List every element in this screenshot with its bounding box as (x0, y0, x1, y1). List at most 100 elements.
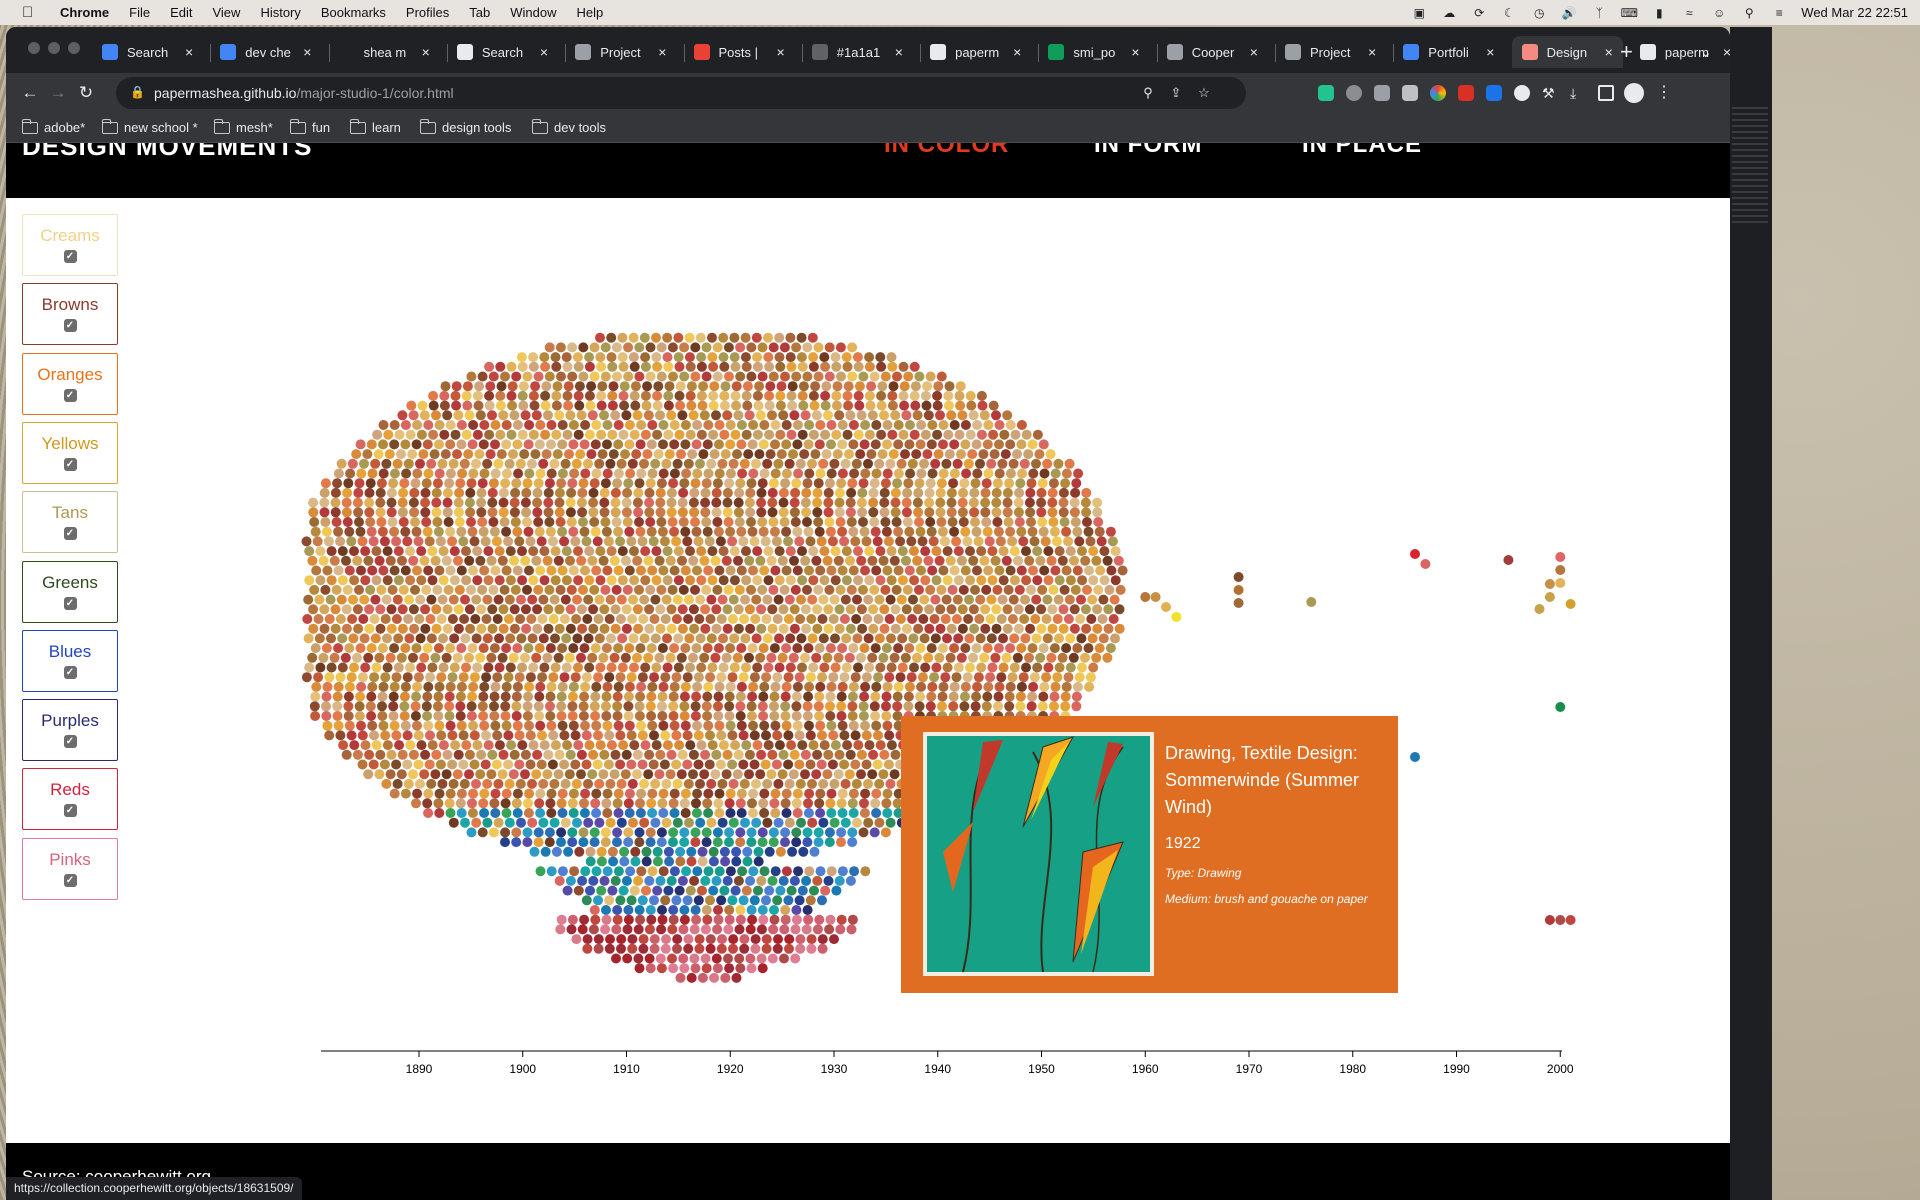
artwork-dot[interactable] (818, 458, 829, 469)
artwork-dot[interactable] (331, 517, 342, 527)
artwork-dot[interactable] (613, 681, 624, 692)
artwork-dot[interactable] (928, 536, 939, 547)
artwork-dot[interactable] (469, 536, 480, 547)
artwork-dot[interactable] (1026, 584, 1036, 595)
artwork-dot[interactable] (774, 662, 785, 673)
artwork-dot[interactable] (449, 662, 460, 673)
artwork-dot[interactable] (728, 817, 739, 828)
artwork-dot[interactable] (747, 914, 758, 925)
artwork-dot[interactable] (903, 371, 914, 382)
artwork-dot[interactable] (496, 381, 507, 392)
artwork-dot[interactable] (773, 934, 783, 945)
artwork-dot[interactable] (778, 487, 789, 498)
artwork-dot[interactable] (629, 575, 640, 586)
artwork-dot[interactable] (972, 420, 983, 430)
artwork-dot[interactable] (498, 604, 509, 615)
artwork-dot[interactable] (600, 584, 611, 595)
artwork-dot[interactable] (1088, 546, 1099, 557)
artwork-dot[interactable] (1075, 614, 1086, 624)
artwork-dot[interactable] (382, 740, 393, 751)
artwork-dot[interactable] (341, 507, 352, 518)
artwork-dot[interactable] (589, 701, 600, 712)
artwork-dot[interactable] (800, 769, 810, 780)
artwork-dot[interactable] (768, 342, 779, 353)
artwork-dot[interactable] (904, 681, 915, 692)
artwork-dot[interactable] (844, 769, 855, 780)
artwork-dot[interactable] (335, 672, 346, 683)
artwork-dot[interactable] (376, 517, 387, 527)
artwork-dot[interactable] (723, 924, 734, 935)
artwork-dot[interactable] (820, 400, 831, 411)
artwork-dot[interactable] (626, 895, 637, 906)
artwork-dot[interactable] (682, 895, 693, 906)
tab-close-icon[interactable]: × (1486, 44, 1495, 60)
outlier-dot[interactable] (1544, 579, 1555, 589)
artwork-dot[interactable] (408, 410, 419, 421)
artwork-dot[interactable] (869, 827, 880, 838)
artwork-dot[interactable] (640, 390, 651, 401)
artwork-dot[interactable] (725, 468, 736, 479)
artwork-dot[interactable] (754, 449, 765, 460)
artwork-dot[interactable] (758, 914, 769, 925)
artwork-dot[interactable] (531, 769, 542, 780)
artwork-dot[interactable] (856, 652, 866, 663)
artwork-dot[interactable] (517, 546, 527, 557)
artwork-dot[interactable] (736, 808, 747, 818)
artwork-dot[interactable] (804, 468, 815, 479)
artwork-dot[interactable] (534, 711, 545, 721)
artwork-dot[interactable] (511, 691, 522, 702)
artwork-dot[interactable] (601, 691, 612, 702)
artwork-dot[interactable] (771, 536, 782, 547)
artwork-dot[interactable] (741, 740, 752, 751)
artwork-dot[interactable] (364, 497, 375, 508)
artwork-dot[interactable] (792, 681, 803, 692)
artwork-dot[interactable] (712, 342, 723, 353)
artwork-dot[interactable] (820, 390, 831, 401)
artwork-dot[interactable] (914, 371, 925, 382)
artwork-dot[interactable] (663, 361, 674, 372)
artwork-dot[interactable] (356, 681, 367, 692)
artwork-dot[interactable] (770, 866, 781, 877)
artwork-dot[interactable] (816, 536, 827, 547)
artwork-dot[interactable] (587, 769, 598, 780)
artwork-dot[interactable] (881, 798, 892, 809)
artwork-dot[interactable] (770, 788, 781, 799)
artwork-dot[interactable] (809, 400, 820, 411)
artwork-dot[interactable] (776, 381, 787, 392)
artwork-dot[interactable] (461, 429, 472, 440)
artwork-dot[interactable] (1015, 701, 1026, 712)
artwork-dot[interactable] (711, 487, 722, 498)
artwork-dot[interactable] (893, 643, 904, 654)
artwork-dot[interactable] (576, 749, 587, 760)
artwork-dot[interactable] (815, 808, 826, 818)
extension-dollar-icon[interactable] (1514, 85, 1530, 101)
artwork-dot[interactable] (504, 594, 515, 605)
browser-menu-icon[interactable]: ⋮ (1656, 84, 1672, 101)
artwork-dot[interactable] (925, 371, 936, 382)
artwork-dot[interactable] (638, 934, 649, 945)
artwork-dot[interactable] (848, 420, 859, 430)
artwork-dot[interactable] (690, 701, 701, 712)
artwork-dot[interactable] (673, 546, 684, 557)
artwork-dot[interactable] (951, 536, 962, 547)
outlier-dot[interactable] (1555, 578, 1566, 588)
artwork-dot[interactable] (434, 468, 445, 479)
artwork-dot[interactable] (458, 730, 469, 741)
artwork-dot[interactable] (337, 662, 348, 673)
filter-checkbox[interactable]: ✓ (63, 804, 77, 818)
artwork-dot[interactable] (655, 497, 666, 508)
artwork-dot[interactable] (578, 478, 589, 489)
artwork-dot[interactable] (751, 458, 761, 469)
artwork-dot[interactable] (638, 943, 649, 954)
artwork-dot[interactable] (472, 546, 483, 557)
artwork-dot[interactable] (440, 381, 451, 392)
artwork-dot[interactable] (561, 633, 572, 644)
artwork-dot[interactable] (856, 555, 867, 566)
artwork-dot[interactable] (834, 623, 845, 634)
artwork-dot[interactable] (948, 701, 959, 712)
artwork-dot[interactable] (318, 555, 329, 566)
artwork-dot[interactable] (701, 837, 712, 848)
artwork-dot[interactable] (610, 487, 621, 498)
artwork-dot[interactable] (577, 623, 588, 634)
artwork-dot[interactable] (992, 478, 1003, 489)
